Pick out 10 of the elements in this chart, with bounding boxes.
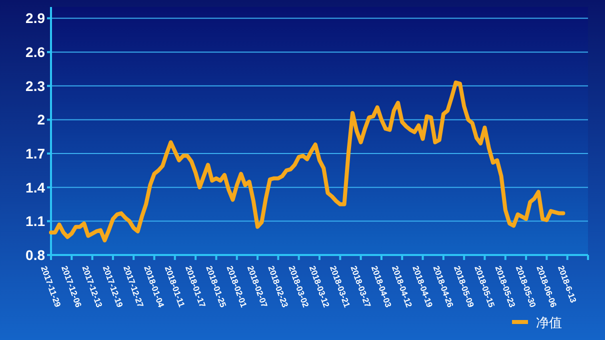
line-series (49, 80, 566, 242)
y-tick-label: 2 (37, 112, 46, 128)
y-tick-label: 2.6 (26, 44, 46, 60)
y-tick-label: 1.1 (26, 213, 46, 230)
y-tick-label: 1.7 (26, 145, 46, 162)
y-tick-label: 2.9 (26, 10, 46, 26)
y-tick-label: 1.4 (26, 179, 46, 196)
legend-label: 净值 (536, 315, 562, 330)
y-tick-label: 2.3 (26, 78, 46, 94)
y-tick-label: 0.8 (26, 246, 46, 263)
